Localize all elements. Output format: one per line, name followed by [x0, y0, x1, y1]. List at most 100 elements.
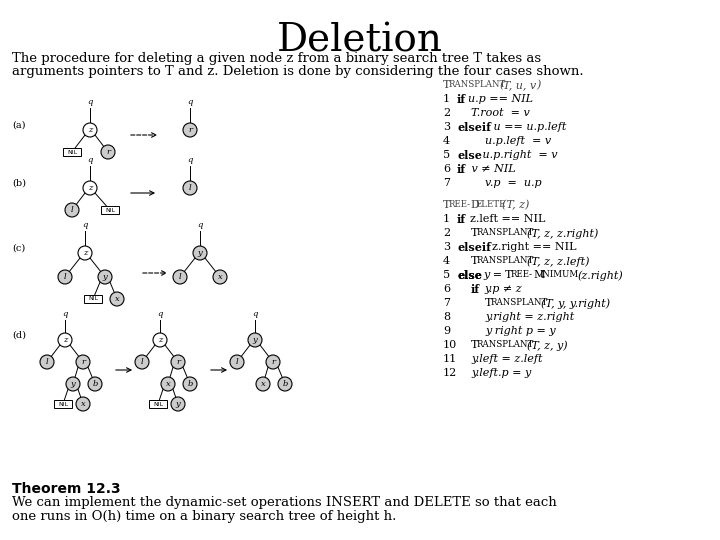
Text: r: r	[106, 148, 110, 156]
Text: NIL: NIL	[105, 207, 115, 213]
Circle shape	[88, 377, 102, 391]
Circle shape	[183, 377, 197, 391]
Text: z: z	[63, 336, 67, 344]
Text: (d): (d)	[12, 330, 26, 340]
Text: y.right = z.right: y.right = z.right	[485, 312, 575, 322]
Text: l: l	[235, 358, 238, 366]
Text: T: T	[443, 200, 451, 210]
Text: q: q	[197, 221, 203, 229]
Text: y.left.p = y: y.left.p = y	[471, 368, 531, 378]
Text: q: q	[87, 98, 93, 106]
Text: x: x	[217, 273, 222, 281]
Text: if: if	[471, 284, 480, 295]
Text: else: else	[457, 270, 482, 281]
Text: (b): (b)	[12, 179, 26, 187]
Text: 2: 2	[443, 228, 450, 238]
Text: T: T	[485, 298, 492, 308]
Text: NIL: NIL	[67, 150, 77, 154]
Circle shape	[135, 355, 149, 369]
Circle shape	[76, 355, 90, 369]
Text: z: z	[88, 184, 92, 192]
Text: 4: 4	[443, 256, 450, 266]
Text: 1: 1	[443, 214, 450, 224]
Circle shape	[83, 123, 97, 137]
Circle shape	[98, 270, 112, 284]
Circle shape	[171, 397, 185, 411]
Text: INIMUM: INIMUM	[540, 270, 579, 279]
Text: elseif: elseif	[457, 242, 491, 253]
Text: else: else	[457, 150, 482, 161]
Text: (c): (c)	[12, 244, 25, 253]
Text: b: b	[92, 380, 98, 388]
Text: z: z	[83, 249, 87, 257]
Text: y right p = y: y right p = y	[485, 326, 556, 336]
Text: 5: 5	[443, 270, 450, 280]
Circle shape	[278, 377, 292, 391]
Circle shape	[40, 355, 54, 369]
Text: l: l	[63, 273, 66, 281]
Text: (T, z): (T, z)	[502, 200, 529, 211]
Text: l: l	[71, 206, 73, 214]
Bar	[63, 148, 81, 156]
Text: 3: 3	[443, 122, 450, 132]
Text: one runs in O(h) time on a binary search tree of height h.: one runs in O(h) time on a binary search…	[12, 510, 397, 523]
Text: x: x	[166, 380, 171, 388]
Text: else: else	[457, 270, 482, 281]
Text: T: T	[471, 228, 478, 238]
Text: r: r	[188, 126, 192, 134]
Circle shape	[153, 333, 167, 347]
Text: 1: 1	[443, 94, 450, 104]
Text: x: x	[81, 400, 86, 408]
Text: u.p == NIL: u.p == NIL	[468, 94, 533, 104]
Text: if: if	[457, 214, 466, 225]
Text: NIL: NIL	[88, 296, 98, 301]
Text: v ≠ NIL: v ≠ NIL	[468, 164, 516, 174]
Text: u.p.right  = v: u.p.right = v	[479, 150, 557, 160]
Text: RANSPLANT: RANSPLANT	[477, 228, 534, 237]
Text: l: l	[140, 358, 143, 366]
Text: x: x	[261, 380, 266, 388]
Text: 6: 6	[443, 164, 450, 174]
Circle shape	[230, 355, 244, 369]
Text: (T, z, z.left): (T, z, z.left)	[527, 256, 590, 267]
Text: q: q	[157, 310, 163, 318]
Text: (a): (a)	[12, 120, 25, 130]
Text: y: y	[176, 400, 181, 408]
Text: l: l	[179, 273, 181, 281]
Text: (z.right): (z.right)	[577, 270, 623, 281]
Circle shape	[110, 292, 124, 306]
Circle shape	[183, 181, 197, 195]
Text: 7: 7	[443, 298, 450, 308]
Text: u.p.left  = v: u.p.left = v	[457, 136, 551, 146]
Circle shape	[193, 246, 207, 260]
Text: y: y	[103, 273, 107, 281]
Text: q: q	[82, 221, 88, 229]
Text: r: r	[176, 358, 180, 366]
Circle shape	[66, 377, 80, 391]
Circle shape	[161, 377, 175, 391]
Text: y.p ≠ z: y.p ≠ z	[484, 284, 521, 294]
Circle shape	[183, 123, 197, 137]
Text: We can implement the dynamic-set operations INSERT and DELETE so that each: We can implement the dynamic-set operati…	[12, 496, 557, 509]
Text: T: T	[471, 256, 478, 266]
Text: 8: 8	[443, 312, 450, 322]
Text: (T, z, z.right): (T, z, z.right)	[527, 228, 598, 239]
Text: (T, y, y.right): (T, y, y.right)	[541, 298, 610, 308]
Text: q: q	[252, 310, 258, 318]
Text: y: y	[71, 380, 76, 388]
Text: z: z	[158, 336, 162, 344]
Text: 5: 5	[443, 150, 450, 160]
Text: The procedure for deleting a given node z from a binary search tree T takes as: The procedure for deleting a given node …	[12, 52, 541, 65]
Text: r: r	[81, 358, 85, 366]
Bar	[101, 206, 119, 214]
Text: 9: 9	[443, 326, 450, 336]
Text: elseif: elseif	[457, 122, 491, 133]
Text: RANSPLANT: RANSPLANT	[449, 80, 506, 89]
Text: 7: 7	[443, 178, 450, 188]
Text: NIL: NIL	[153, 402, 163, 407]
Text: l: l	[189, 184, 192, 192]
Text: REE-: REE-	[511, 270, 533, 279]
Circle shape	[78, 246, 92, 260]
Text: y: y	[197, 249, 202, 257]
Text: ELETE: ELETE	[476, 200, 506, 209]
